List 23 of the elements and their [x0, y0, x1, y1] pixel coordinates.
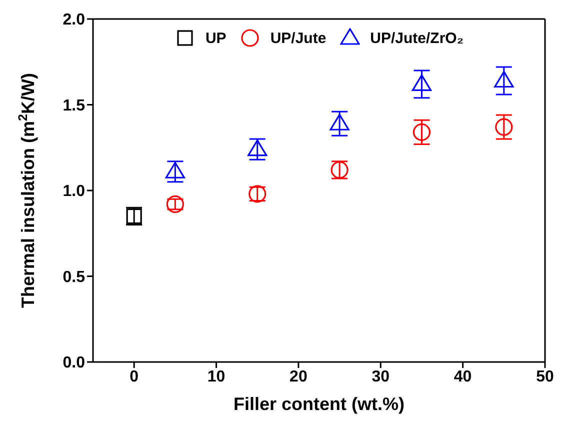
x-tick-label: 0: [130, 368, 139, 386]
x-tick-label: 10: [207, 368, 226, 386]
y-tick-label: 2.0: [62, 12, 86, 29]
legend-label: UP/Jute: [270, 30, 326, 46]
point: [494, 70, 514, 88]
legend-label: UP: [205, 30, 226, 46]
point: [412, 74, 432, 91]
y-tick-label: 0.0: [62, 354, 86, 372]
legend-label: UP/Jute/ZrO₂: [370, 30, 464, 46]
x-tick-label: 40: [454, 368, 472, 386]
y-tick-label: 1.0: [62, 183, 86, 200]
x-tick-label: 30: [372, 368, 390, 386]
y-tick-label: 1.5: [62, 97, 86, 114]
point: [495, 118, 513, 136]
point: [165, 162, 185, 178]
point: [248, 140, 268, 156]
x-axis-title: Filler content (wt.%): [234, 394, 405, 414]
x-tick-label: 50: [536, 368, 554, 386]
point: [412, 123, 431, 141]
point: [166, 195, 184, 214]
y-tick-label: 0.5: [62, 268, 86, 286]
x-tick-label: 20: [290, 368, 308, 386]
point: [330, 114, 350, 130]
